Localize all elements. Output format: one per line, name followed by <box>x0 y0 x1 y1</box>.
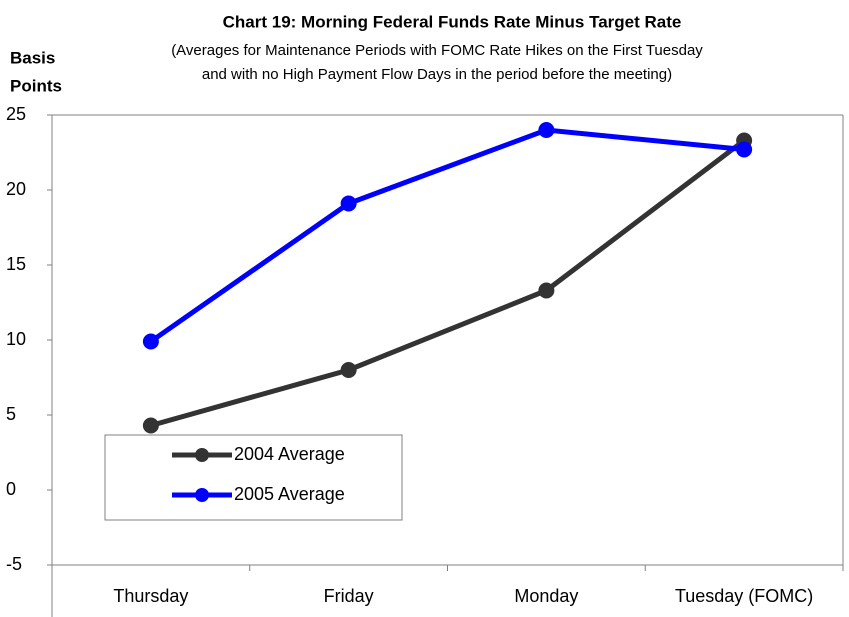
legend <box>104 434 403 521</box>
y-tick-label: 25 <box>6 104 26 124</box>
y-tick-label: 10 <box>6 329 26 349</box>
data-point <box>538 122 555 138</box>
chart-subtitle: (Averages for Maintenance Periods with F… <box>171 42 703 59</box>
y-axis-label: Points <box>10 76 62 95</box>
y-tick-label: 0 <box>6 479 16 499</box>
y-tick-label: 15 <box>6 254 26 274</box>
data-point <box>736 141 753 158</box>
data-point <box>340 195 357 212</box>
data-point <box>538 282 555 299</box>
legend-marker <box>195 448 209 462</box>
y-tick-label: 20 <box>6 179 26 199</box>
legend-marker <box>195 488 209 502</box>
data-point <box>142 417 159 434</box>
data-point <box>142 333 159 350</box>
chart-title: Chart 19: Morning Federal Funds Rate Min… <box>223 12 682 31</box>
legend-label: 2005 Average <box>234 484 345 504</box>
x-tick-label: Monday <box>514 586 578 606</box>
series-line <box>150 138 746 428</box>
x-tick-label: Tuesday (FOMC) <box>675 586 813 606</box>
series-line <box>149 127 745 344</box>
x-tick-label: Thursday <box>113 586 188 606</box>
y-tick-label: -5 <box>6 554 22 574</box>
y-tick-label: 5 <box>6 404 16 424</box>
y-axis-label: Basis <box>10 48 55 67</box>
chart-subtitle: and with no High Payment Flow Days in th… <box>202 66 672 83</box>
legend-label: 2004 Average <box>234 444 345 464</box>
data-point <box>340 362 357 378</box>
x-tick-label: Friday <box>324 586 374 606</box>
